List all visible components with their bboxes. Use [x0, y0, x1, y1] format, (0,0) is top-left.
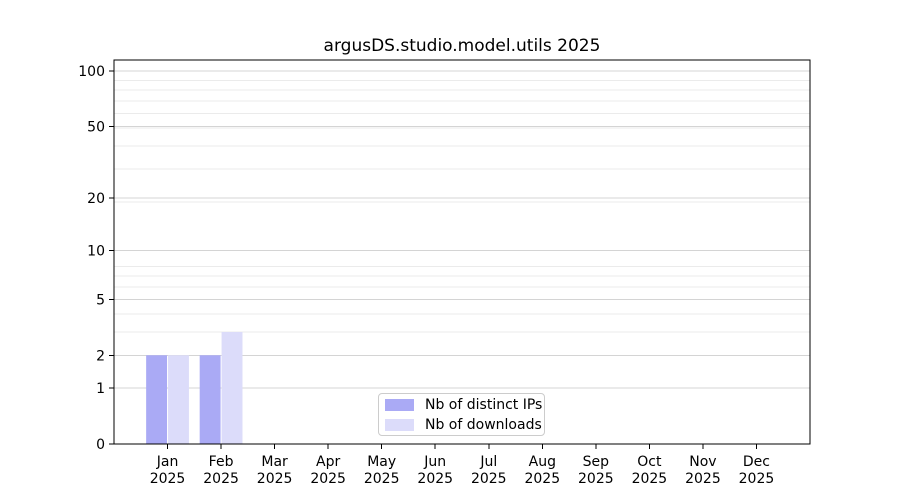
- x-tick-label-year: 2025: [632, 471, 668, 487]
- bar-downloads-jan: [168, 355, 189, 444]
- legend-label-distinct-ips: Nb of distinct IPs: [425, 396, 543, 413]
- x-tick-label-year: 2025: [685, 471, 721, 487]
- x-tick-label-year: 2025: [310, 471, 346, 487]
- bar-distinct-ips-jan: [146, 355, 168, 444]
- x-tick-label-year: 2025: [739, 471, 775, 487]
- x-tick-label-month: Jan: [156, 454, 179, 470]
- legend-item-distinct-ips: Nb of distinct IPs: [385, 397, 544, 413]
- x-tick-label-month: Oct: [637, 454, 662, 470]
- y-tick-label: 0: [96, 437, 105, 453]
- x-tick-label-month: Sep: [583, 454, 610, 470]
- bar-downloads-feb: [221, 332, 243, 444]
- x-tick-label-year: 2025: [417, 471, 453, 487]
- legend-item-downloads: Nb of downloads: [385, 417, 544, 433]
- y-tick-label: 2: [96, 348, 105, 364]
- y-tick-label: 20: [87, 191, 105, 207]
- x-tick-label-year: 2025: [257, 471, 293, 487]
- x-tick-label-year: 2025: [471, 471, 507, 487]
- legend: Nb of distinct IPs Nb of downloads: [378, 393, 545, 436]
- x-tick-label-year: 2025: [578, 471, 614, 487]
- plot-border: [113, 59, 811, 445]
- legend-label-downloads: Nb of downloads: [425, 416, 542, 433]
- x-tick-label-year: 2025: [364, 471, 400, 487]
- y-tick-label: 10: [87, 243, 105, 259]
- x-tick-label-year: 2025: [150, 471, 186, 487]
- x-tick-label-month: Jun: [423, 454, 446, 470]
- y-tick-label: 1: [96, 381, 105, 397]
- x-tick-label-year: 2025: [524, 471, 560, 487]
- bar-distinct-ips-feb: [199, 355, 221, 444]
- y-tick-label: 50: [87, 119, 105, 135]
- x-tick-label-month: Apr: [316, 454, 340, 470]
- x-tick-label-month: Jul: [479, 454, 497, 470]
- legend-swatch-downloads-icon: [385, 418, 414, 431]
- x-tick-label-month: Aug: [529, 454, 556, 470]
- y-tick-label: 100: [78, 64, 105, 80]
- x-tick-label-year: 2025: [203, 471, 239, 487]
- x-tick-label-month: Mar: [261, 454, 288, 470]
- chart-title: argusDS.studio.model.utils 2025: [323, 36, 601, 56]
- legend-swatch-distinct-ips-icon: [385, 398, 414, 411]
- x-tick-label-month: May: [367, 454, 396, 470]
- x-tick-label-month: Nov: [689, 454, 716, 470]
- y-tick-label: 5: [96, 292, 105, 308]
- x-tick-label-month: Feb: [209, 454, 234, 470]
- x-tick-label-month: Dec: [743, 454, 770, 470]
